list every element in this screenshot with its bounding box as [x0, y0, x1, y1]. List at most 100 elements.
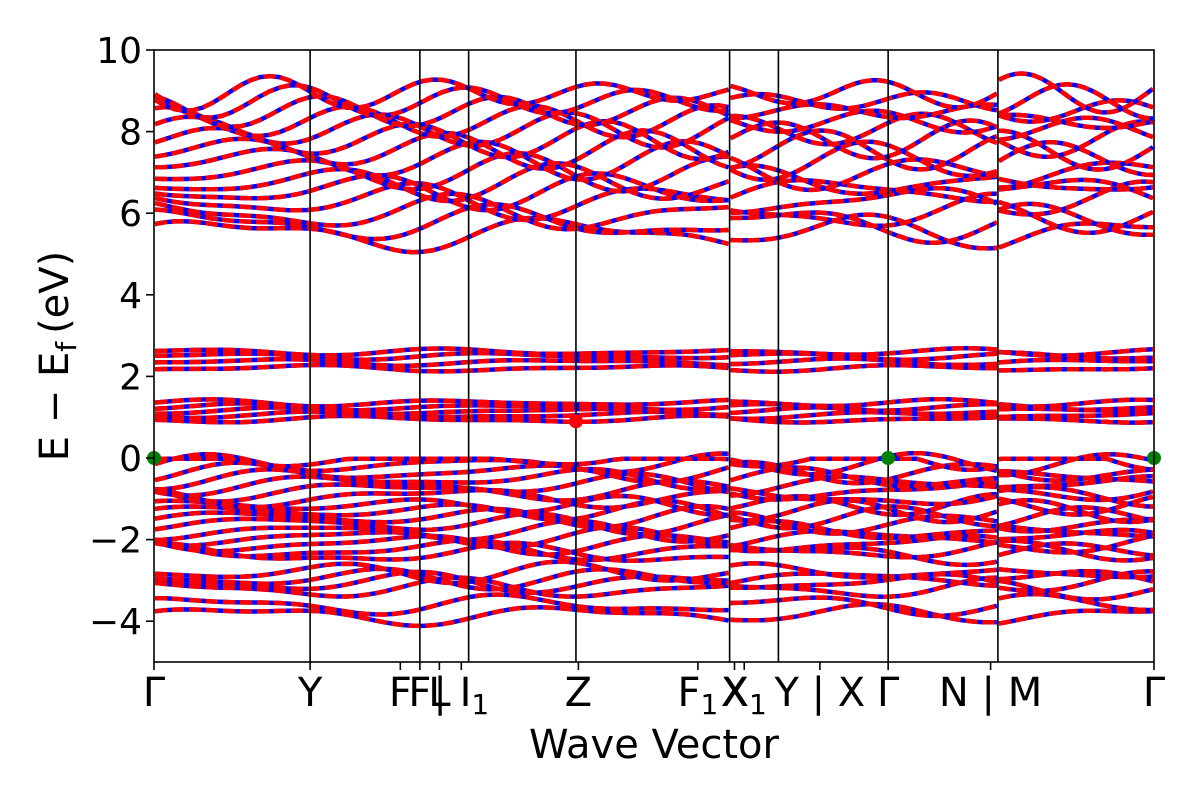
- band-line-spin-down: [998, 98, 1154, 124]
- kpoint-label-text: Y | X: [773, 670, 865, 716]
- band-line-spin-down: [730, 595, 998, 619]
- band-line-spin-down: [154, 350, 729, 362]
- kpoint-label-subscript: 1: [749, 688, 767, 721]
- kpoint-label-text: Γ: [143, 670, 166, 716]
- y-tick-label: 4: [119, 276, 142, 317]
- band-line-spin-down: [154, 409, 729, 421]
- kpoint-label: Γ: [877, 670, 900, 716]
- band-line-spin-down: [730, 571, 997, 588]
- band-line-spin-down: [730, 362, 997, 374]
- band-line-spin-down: [998, 357, 1153, 365]
- band-line-spin-down: [998, 410, 1154, 420]
- band-line-spin-down: [154, 362, 729, 374]
- band-line-spin-down: [730, 186, 998, 215]
- band-line-spin-down: [729, 118, 998, 161]
- band-line-spin-down: [154, 559, 729, 586]
- band-line-spin-up: [154, 103, 729, 140]
- band-line-spin-down: [998, 456, 1154, 472]
- band-line-spin-down: [154, 524, 729, 550]
- kpoint-label: X: [721, 670, 748, 716]
- y-tick-label: −4: [89, 602, 142, 643]
- band-line-spin-down: [154, 139, 730, 182]
- band-line-spin-down: [729, 155, 998, 193]
- band-line-spin-down: [998, 115, 1154, 143]
- kpoint-label-text: Γ: [877, 670, 900, 716]
- kpoint-label: Y: [297, 670, 323, 716]
- kpoint-label-text: X: [722, 670, 749, 716]
- band-line-spin-down: [998, 578, 1154, 602]
- band-line-spin-down: [154, 532, 729, 557]
- y-axis-label: E − Ef (eV): [32, 251, 83, 462]
- band-line-spin-down: [730, 405, 998, 417]
- band-line-spin-down: [998, 366, 1154, 373]
- band-line-spin-down: [730, 163, 998, 196]
- band-line-spin-down: [998, 82, 1154, 121]
- band-line-spin-down: [997, 139, 1154, 178]
- band-line-spin-down: [998, 608, 1154, 626]
- kpoint-label-subscript: 1: [471, 688, 489, 721]
- band-line-spin-down: [730, 396, 998, 409]
- band-line-spin-down: [998, 179, 1154, 217]
- band-line-spin-down: [154, 592, 729, 617]
- band-line-spin-down: [153, 73, 730, 114]
- bands-layer: [153, 71, 1155, 629]
- kpoint-label: F: [408, 670, 431, 716]
- kpoint-label-text: | I: [433, 670, 471, 716]
- band-line-spin-down: [998, 533, 1154, 555]
- band-line-spin-down: [730, 456, 998, 473]
- band-line-spin-down: [154, 537, 729, 563]
- kpoint-label: L: [428, 670, 451, 716]
- band-line-spin-down: [154, 357, 729, 368]
- kpoint-label: N | M: [939, 670, 1042, 716]
- band-line-spin-down: [729, 139, 998, 182]
- band-line-spin-down: [998, 112, 1154, 131]
- y-tick-label: 8: [119, 113, 142, 154]
- kpoint-label: Z: [565, 670, 592, 716]
- kpoint-label-text: Γ: [1143, 670, 1166, 716]
- kpoint-lines-layer: [309, 50, 999, 662]
- band-line-spin-down: [730, 191, 997, 229]
- band-line-spin-down: [998, 505, 1154, 529]
- band-line-spin-down: [997, 119, 1154, 159]
- band-line-spin-down: [154, 118, 730, 162]
- y-axis-label-subscript: f: [50, 341, 83, 352]
- x-axis-label: Wave Vector: [529, 722, 780, 768]
- band-line-spin-down: [730, 601, 997, 625]
- kpoint-label-subscript: 1: [700, 688, 718, 721]
- kpoint-label-text: F: [389, 670, 412, 716]
- band-line-spin-down: [998, 497, 1154, 525]
- kpoint-label-text: Y: [297, 670, 323, 716]
- band-line-spin-down: [998, 416, 1154, 425]
- band-line-spin-down: [730, 90, 998, 113]
- band-line-spin-down: [154, 397, 729, 409]
- kpoint-label-text: F: [408, 670, 431, 716]
- band-line-spin-down: [998, 347, 1154, 358]
- y-tick-label: 10: [96, 31, 142, 72]
- band-line-spin-down: [998, 397, 1154, 409]
- band-line-spin-down: [730, 498, 998, 525]
- band-line-spin-down: [730, 510, 998, 536]
- kpoint-label: X1: [722, 670, 767, 721]
- band-line-spin-down: [153, 83, 729, 120]
- band-line-spin-down: [730, 356, 998, 368]
- band-line-spin-down: [154, 150, 729, 194]
- band-line-spin-down: [154, 451, 729, 475]
- band-line-spin-down: [998, 487, 1154, 503]
- kpoint-label: Γ: [143, 670, 166, 716]
- band-line-spin-down: [998, 567, 1154, 580]
- kpoint-label: | I1: [433, 670, 489, 721]
- y-tick-label: 0: [119, 439, 142, 480]
- y-axis-label-unit: (eV): [32, 251, 78, 334]
- band-line-spin-down: [154, 202, 729, 242]
- cbm-marker: [568, 414, 583, 429]
- kpoint-label-text: L: [428, 670, 451, 716]
- kpoint-label-text: X: [721, 670, 748, 716]
- band-line-spin-down: [730, 111, 998, 147]
- band-line-spin-down: [730, 450, 998, 477]
- y-tick-label: 6: [119, 194, 142, 235]
- band-line-spin-down: [154, 460, 730, 485]
- band-line-spin-down: [155, 456, 729, 469]
- band-line-spin-down: [730, 474, 998, 498]
